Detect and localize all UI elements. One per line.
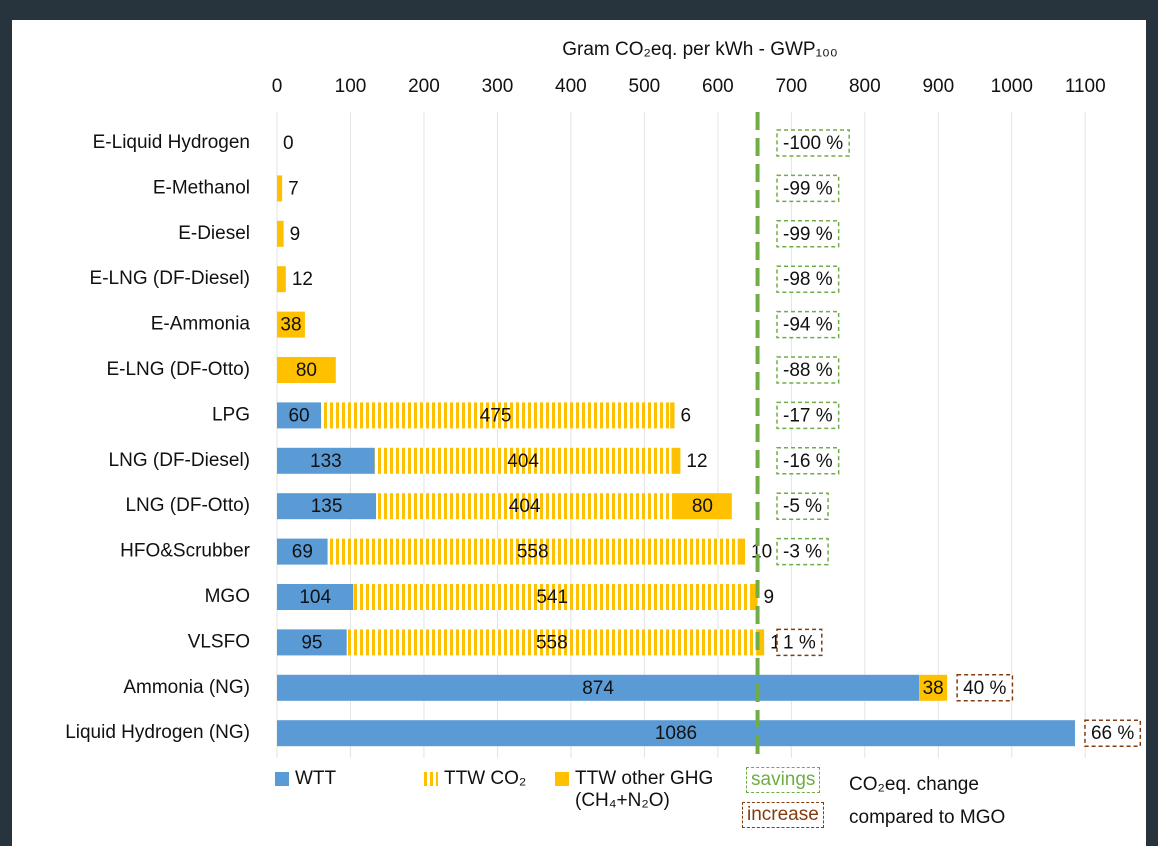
- legend-item: WTT: [275, 768, 336, 790]
- legend-text: TTW CO₂: [444, 768, 526, 790]
- bar-segment: [670, 402, 674, 428]
- category-label: E-Liquid Hydrogen: [93, 132, 250, 153]
- bar-segment: [277, 266, 286, 292]
- category-label: LNG (DF-Diesel): [109, 450, 250, 471]
- legend-change-text: CO₂eq. change compared to MGO: [849, 768, 1059, 834]
- x-tick-label: 400: [555, 76, 587, 97]
- value-label: 0: [283, 133, 294, 154]
- value-label: 10: [751, 542, 772, 563]
- change-box: -16 %: [777, 448, 839, 474]
- change-box: -5 %: [777, 493, 828, 519]
- change-label: 1 %: [783, 632, 816, 653]
- legend-item: TTW other GHG (CH₄+N₂O): [555, 768, 745, 812]
- value-label: 874: [582, 678, 614, 699]
- value-label: 6: [681, 405, 692, 426]
- value-label: 80: [296, 360, 317, 381]
- value-label: 135: [311, 496, 343, 517]
- category-label: LPG: [212, 404, 250, 425]
- change-box: 66 %: [1085, 720, 1140, 746]
- legend-increase: increase: [742, 802, 824, 828]
- category-label: E-Ammonia: [151, 314, 251, 335]
- change-box: -99 %: [777, 175, 839, 201]
- legend-swatch: [424, 772, 438, 786]
- value-label: 95: [301, 632, 322, 653]
- value-label: 475: [480, 405, 512, 426]
- change-box: 40 %: [957, 675, 1012, 701]
- change-box: -99 %: [777, 221, 839, 247]
- change-label: -94 %: [783, 315, 833, 336]
- change-box: 1 %: [777, 629, 822, 655]
- x-axis-label: Gram CO₂eq. per kWh - GWP₁₀₀: [562, 39, 838, 60]
- chart: Gram CO₂eq. per kWh - GWP₁₀₀ 01002003004…: [0, 0, 1158, 846]
- value-label: 104: [299, 587, 331, 608]
- change-label: -99 %: [783, 178, 833, 199]
- category-label: HFO&Scrubber: [120, 541, 251, 562]
- page: {"chart_data": { "type": "stacked-barh",…: [0, 0, 1158, 846]
- value-label: 1086: [655, 723, 697, 744]
- value-label: 80: [692, 496, 713, 517]
- change-label: -5 %: [783, 496, 822, 517]
- category-label: MGO: [205, 586, 250, 607]
- change-label: -98 %: [783, 269, 833, 290]
- bar-segment: [672, 448, 681, 474]
- legend-swatch: [555, 772, 569, 786]
- x-tick-label: 600: [702, 76, 734, 97]
- legend-item: TTW CO₂: [424, 768, 526, 790]
- x-tick-label: 500: [629, 76, 661, 97]
- category-label: E-LNG (DF-Diesel): [90, 268, 250, 289]
- value-label: 541: [536, 587, 568, 608]
- category-label: VLSFO: [188, 631, 250, 652]
- x-tick-label: 1000: [991, 76, 1033, 97]
- category-label: LNG (DF-Otto): [125, 495, 250, 516]
- change-box: -100 %: [777, 130, 849, 156]
- value-label: 12: [686, 451, 707, 472]
- x-tick-label: 900: [922, 76, 954, 97]
- x-tick-label: 700: [775, 76, 807, 97]
- bar-segment: [277, 221, 284, 247]
- category-label: Liquid Hydrogen (NG): [65, 722, 250, 743]
- legend-savings: savings: [746, 767, 820, 793]
- value-label: 60: [288, 405, 309, 426]
- change-label: -17 %: [783, 405, 833, 426]
- value-label: 38: [280, 315, 301, 336]
- value-label: 558: [517, 542, 549, 563]
- value-label: 9: [764, 587, 775, 608]
- change-label: -3 %: [783, 542, 822, 563]
- legend-swatch: [275, 772, 289, 786]
- x-tick-label: 100: [335, 76, 367, 97]
- change-label: 40 %: [963, 678, 1006, 699]
- change-box: -3 %: [777, 539, 828, 565]
- change-label: -88 %: [783, 360, 833, 381]
- value-label: 38: [923, 678, 944, 699]
- legend-text: WTT: [295, 768, 336, 790]
- change-label: 66 %: [1091, 723, 1134, 744]
- value-label: 69: [292, 542, 313, 563]
- change-label: -99 %: [783, 224, 833, 245]
- change-label: -100 %: [783, 133, 843, 154]
- value-label: 404: [507, 451, 539, 472]
- x-tick-label: 200: [408, 76, 440, 97]
- value-label: 7: [288, 178, 299, 199]
- value-label: 558: [536, 632, 568, 653]
- value-label: 133: [310, 451, 342, 472]
- x-tick-label: 300: [482, 76, 514, 97]
- change-label: -16 %: [783, 451, 833, 472]
- change-box: -88 %: [777, 357, 839, 383]
- legend-text: TTW other GHG (CH₄+N₂O): [575, 768, 745, 812]
- change-box: -98 %: [777, 266, 839, 292]
- change-box: -94 %: [777, 312, 839, 338]
- bar-segment: [738, 539, 745, 565]
- value-label: 404: [509, 496, 541, 517]
- value-label: 9: [290, 224, 301, 245]
- change-box: -17 %: [777, 402, 839, 428]
- x-tick-label: 800: [849, 76, 881, 97]
- category-label: Ammonia (NG): [123, 677, 250, 698]
- x-tick-label: 1100: [1065, 76, 1106, 97]
- category-label: E-Methanol: [153, 177, 250, 198]
- bar-segment: [277, 175, 282, 201]
- category-label: E-Diesel: [178, 223, 250, 244]
- category-label: E-LNG (DF-Otto): [106, 359, 250, 380]
- value-label: 12: [292, 269, 313, 290]
- x-tick-label: 0: [272, 76, 283, 97]
